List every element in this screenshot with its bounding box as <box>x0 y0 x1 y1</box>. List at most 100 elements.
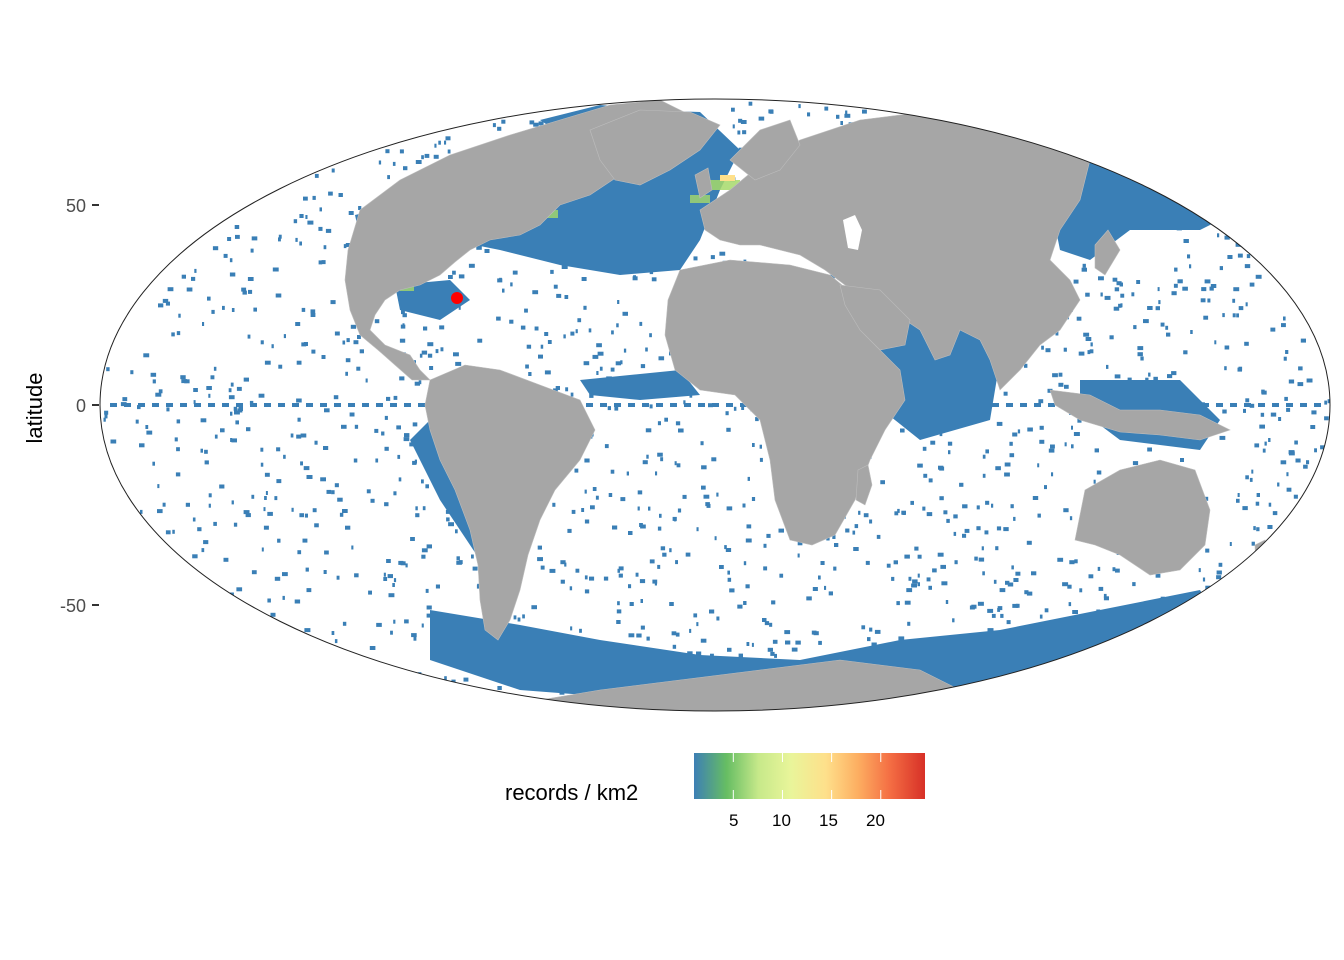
record-cell <box>675 560 678 565</box>
record-cell <box>444 676 447 681</box>
record-cell <box>341 424 347 429</box>
record-cell <box>214 434 218 439</box>
record-cell <box>618 573 623 578</box>
record-cell <box>293 219 298 224</box>
record-cell <box>321 260 326 265</box>
record-cell <box>603 576 609 581</box>
record-cell <box>1171 371 1177 376</box>
record-cell <box>731 107 735 112</box>
record-cell <box>1324 416 1329 421</box>
record-cell <box>1222 409 1227 414</box>
record-cell <box>231 308 235 312</box>
record-cell <box>219 484 225 489</box>
record-cell <box>584 589 590 594</box>
record-cell <box>1098 276 1104 281</box>
record-cell <box>700 441 704 446</box>
record-cell <box>693 256 698 261</box>
record-cell <box>742 503 746 508</box>
record-cell <box>623 348 627 353</box>
record-cell <box>1120 303 1123 308</box>
record-cell <box>387 175 390 180</box>
record-cell <box>267 511 273 516</box>
record-cell <box>1100 292 1103 297</box>
record-cell <box>1281 323 1286 328</box>
record-cell <box>1222 313 1225 318</box>
record-cell <box>784 630 791 635</box>
record-cell <box>599 366 603 371</box>
record-cell <box>752 443 755 447</box>
record-cell <box>544 332 549 336</box>
record-cell <box>698 403 705 407</box>
record-cell <box>166 403 173 407</box>
record-cell <box>282 595 285 600</box>
record-cell <box>917 463 923 468</box>
north-america-land <box>344 99 691 381</box>
record-cell <box>1165 325 1169 330</box>
record-cell <box>595 495 599 500</box>
record-cell <box>1147 306 1153 310</box>
colorbar-gradient <box>694 753 925 799</box>
record-cell <box>401 310 405 315</box>
record-cell <box>640 524 646 529</box>
record-cell <box>1020 403 1027 407</box>
record-cell <box>645 347 648 352</box>
record-cell <box>342 340 346 345</box>
record-cell <box>640 625 645 630</box>
record-cell <box>743 601 747 605</box>
record-cell <box>1103 596 1109 601</box>
record-cell <box>212 246 219 251</box>
record-cell <box>497 278 503 283</box>
record-cell <box>321 355 326 359</box>
record-cell <box>399 149 404 154</box>
record-cell <box>906 588 913 593</box>
record-cell <box>314 523 319 528</box>
record-cell <box>999 588 1006 593</box>
record-cell <box>570 331 575 336</box>
record-cell <box>295 322 301 326</box>
record-cell <box>1013 578 1019 582</box>
record-cell <box>122 397 128 402</box>
record-cell <box>1311 410 1317 415</box>
record-cell <box>579 628 582 633</box>
record-cell <box>926 577 931 582</box>
record-cell <box>251 494 255 499</box>
record-cell <box>552 502 556 507</box>
record-cell <box>1071 444 1074 449</box>
record-cell <box>229 272 236 277</box>
record-cell <box>468 263 475 268</box>
record-cell <box>421 554 426 559</box>
record-cell <box>104 410 109 415</box>
record-cell <box>297 550 302 555</box>
caspian-sea <box>843 215 862 250</box>
record-cell <box>751 497 756 501</box>
record-cell <box>738 653 743 658</box>
record-cell <box>689 628 692 633</box>
record-cell <box>455 529 458 534</box>
record-cell <box>660 546 666 551</box>
record-cell <box>995 546 999 551</box>
record-cell <box>1261 389 1265 394</box>
record-cell <box>928 478 933 483</box>
record-cell <box>1224 366 1227 371</box>
record-cell <box>1085 292 1090 297</box>
record-cell <box>1085 337 1092 341</box>
record-cell <box>390 403 397 407</box>
record-cell <box>575 329 578 334</box>
record-cell <box>1166 332 1171 337</box>
record-cell <box>600 403 607 407</box>
record-cell <box>501 119 506 124</box>
record-cell <box>555 386 560 390</box>
record-cell <box>1272 403 1279 407</box>
record-cell <box>1010 504 1014 509</box>
record-cell <box>1026 540 1032 545</box>
record-cell <box>234 410 240 415</box>
record-cell <box>424 153 430 158</box>
record-cell <box>985 449 989 454</box>
record-cell <box>399 376 405 381</box>
record-cell <box>296 360 302 365</box>
record-cell <box>320 477 326 482</box>
record-cell <box>346 338 350 343</box>
record-cell <box>1024 363 1028 368</box>
record-cell <box>946 518 950 523</box>
record-cell <box>876 534 881 539</box>
